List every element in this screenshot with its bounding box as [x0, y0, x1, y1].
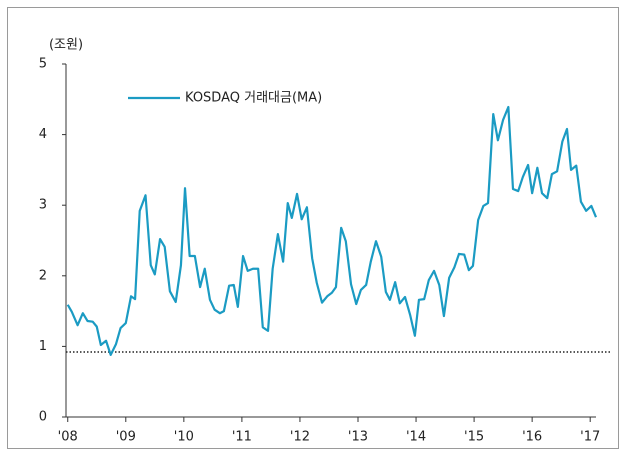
x-tick-label: '17 [580, 430, 600, 445]
x-tick-label: '13 [348, 430, 368, 445]
x-tick-label: '11 [232, 430, 252, 445]
y-tick-label: 5 [39, 57, 47, 72]
x-tick-label: '09 [116, 430, 136, 445]
x-tick-label: '15 [464, 430, 484, 445]
series-line [66, 105, 598, 356]
x-tick-label: '12 [290, 430, 310, 445]
y-tick-label: 3 [39, 198, 47, 213]
y-tick-label: 0 [39, 410, 47, 425]
x-tick-label: '10 [174, 430, 194, 445]
x-tick-label: '16 [522, 430, 542, 445]
y-axis-label: (조원) [49, 38, 83, 53]
x-tick-label: '14 [406, 430, 426, 445]
x-tick-label: '08 [58, 430, 78, 445]
frame [7, 7, 619, 449]
legend-label: KOSDAQ 거래대금(MA) [185, 91, 322, 106]
y-tick-label: 4 [39, 127, 47, 142]
y-tick-label: 2 [39, 268, 47, 283]
y-tick-label: 1 [39, 339, 47, 354]
